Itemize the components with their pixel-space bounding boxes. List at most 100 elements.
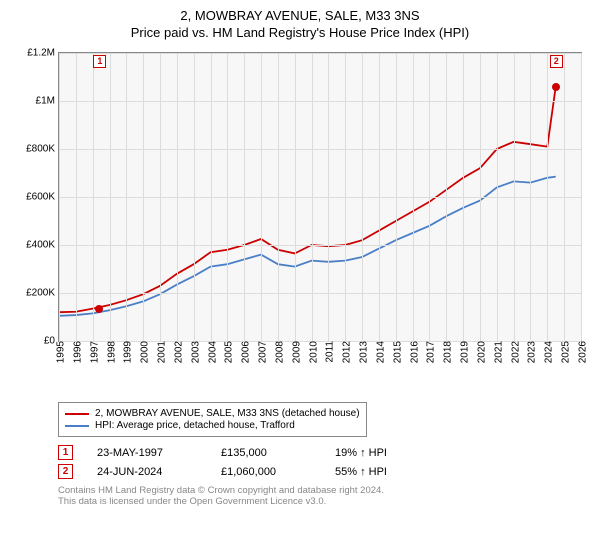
y-axis-label: £200K [26, 288, 59, 299]
x-axis-label: 2016 [405, 341, 420, 363]
gridline-v [227, 53, 228, 341]
x-axis-label: 2000 [136, 341, 151, 363]
legend-swatch [65, 413, 89, 415]
x-axis-label: 1996 [68, 341, 83, 363]
gridline-v [312, 53, 313, 341]
legend-item: HPI: Average price, detached house, Traf… [65, 420, 360, 431]
x-axis-label: 1999 [119, 341, 134, 363]
gridline-h [59, 53, 581, 54]
transaction-marker-box: 1 [58, 445, 73, 460]
x-axis-label: 1997 [85, 341, 100, 363]
gridline-v [514, 53, 515, 341]
transactions-table: 123-MAY-1997£135,00019% ↑ HPI224-JUN-202… [58, 445, 586, 479]
gridline-v [93, 53, 94, 341]
gridline-v [547, 53, 548, 341]
x-axis-label: 2026 [574, 341, 589, 363]
gridline-v [126, 53, 127, 341]
gridline-v [278, 53, 279, 341]
gridline-v [110, 53, 111, 341]
gridline-v [429, 53, 430, 341]
gridline-h [59, 293, 581, 294]
gridline-v [497, 53, 498, 341]
x-axis-label: 1998 [102, 341, 117, 363]
x-axis-label: 2022 [506, 341, 521, 363]
x-axis-label: 2004 [203, 341, 218, 363]
x-axis-label: 2009 [287, 341, 302, 363]
gridline-v [177, 53, 178, 341]
transaction-price: £1,060,000 [221, 466, 311, 478]
gridline-v [396, 53, 397, 341]
gridline-v [446, 53, 447, 341]
x-axis-label: 2007 [254, 341, 269, 363]
gridline-v [379, 53, 380, 341]
gridline-v [194, 53, 195, 341]
gridline-v [59, 53, 60, 341]
marker-label-box: 1 [93, 55, 106, 68]
legend-swatch [65, 425, 89, 427]
transaction-row: 123-MAY-1997£135,00019% ↑ HPI [58, 445, 586, 460]
transaction-date: 23-MAY-1997 [97, 447, 197, 459]
y-axis-label: £1.2M [27, 48, 59, 59]
marker-label-box: 2 [550, 55, 563, 68]
y-axis-label: £600K [26, 192, 59, 203]
x-axis-label: 2011 [321, 341, 336, 363]
legend-text: 2, MOWBRAY AVENUE, SALE, M33 3NS (detach… [95, 408, 360, 419]
gridline-v [480, 53, 481, 341]
gridline-v [160, 53, 161, 341]
transaction-marker-box: 2 [58, 464, 73, 479]
gridline-v [530, 53, 531, 341]
marker-dot [552, 83, 560, 91]
gridline-h [59, 197, 581, 198]
gridline-v [244, 53, 245, 341]
gridline-v [328, 53, 329, 341]
chart-container: 2, MOWBRAY AVENUE, SALE, M33 3NS Price p… [0, 0, 600, 560]
footnote: Contains HM Land Registry data © Crown c… [58, 485, 586, 507]
transaction-date: 24-JUN-2024 [97, 466, 197, 478]
gridline-h [59, 245, 581, 246]
x-axis-label: 2020 [472, 341, 487, 363]
marker-dot [95, 305, 103, 313]
gridline-v [295, 53, 296, 341]
x-axis-label: 2023 [523, 341, 538, 363]
gridline-v [261, 53, 262, 341]
legend-text: HPI: Average price, detached house, Traf… [95, 420, 295, 431]
x-axis-label: 2012 [338, 341, 353, 363]
gridline-v [211, 53, 212, 341]
y-axis-label: £400K [26, 240, 59, 251]
gridline-v [362, 53, 363, 341]
gridline-h [59, 149, 581, 150]
legend-item: 2, MOWBRAY AVENUE, SALE, M33 3NS (detach… [65, 408, 360, 419]
x-axis-label: 2008 [270, 341, 285, 363]
x-axis-label: 2024 [540, 341, 555, 363]
x-axis-label: 2005 [220, 341, 235, 363]
chart-title-address: 2, MOWBRAY AVENUE, SALE, M33 3NS [14, 8, 586, 23]
x-axis-label: 2006 [237, 341, 252, 363]
x-axis-label: 2010 [304, 341, 319, 363]
x-axis-label: 2002 [169, 341, 184, 363]
x-axis-label: 2017 [422, 341, 437, 363]
x-axis-label: 2001 [153, 341, 168, 363]
x-axis-label: 1995 [52, 341, 67, 363]
gridline-v [581, 53, 582, 341]
chart-area: £0£200K£400K£600K£800K£1M£1.2M1995199619… [14, 48, 586, 398]
x-axis-label: 2019 [456, 341, 471, 363]
gridline-h [59, 101, 581, 102]
x-axis-label: 2018 [439, 341, 454, 363]
x-axis-label: 2025 [557, 341, 572, 363]
gridline-v [413, 53, 414, 341]
x-axis-label: 2014 [371, 341, 386, 363]
x-axis-label: 2015 [388, 341, 403, 363]
x-axis-label: 2013 [355, 341, 370, 363]
transaction-hpi: 55% ↑ HPI [335, 466, 415, 478]
transaction-row: 2 24-JUN-2024 £1,060,000 55% ↑ HPI [58, 464, 586, 479]
gridline-v [564, 53, 565, 341]
y-axis-label: £1M [36, 96, 59, 107]
x-axis-label: 2003 [186, 341, 201, 363]
gridline-v [463, 53, 464, 341]
transaction-hpi: 19% ↑ HPI [335, 447, 415, 459]
footnote-line2: This data is licensed under the Open Gov… [58, 496, 586, 507]
y-axis-label: £800K [26, 144, 59, 155]
gridline-v [345, 53, 346, 341]
x-axis-label: 2021 [489, 341, 504, 363]
footnote-line1: Contains HM Land Registry data © Crown c… [58, 485, 586, 496]
